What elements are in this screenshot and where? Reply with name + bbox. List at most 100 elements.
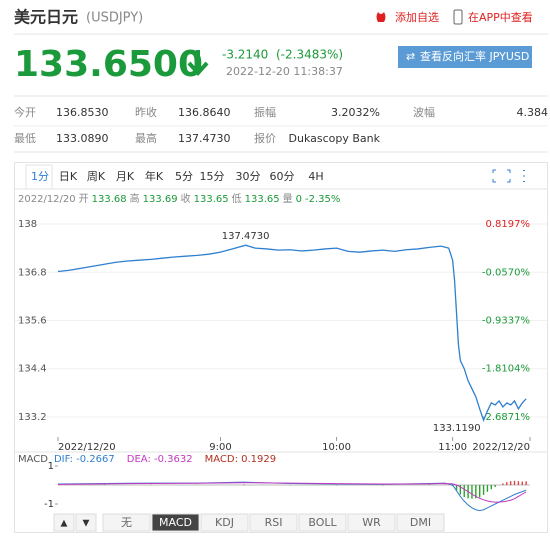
indicator-tab-label[interactable]: MACD [159,516,192,529]
change: -3.2140 [222,48,268,62]
indicator-tab[interactable] [298,513,347,532]
macd-bar [482,485,485,495]
indicator-tab[interactable] [396,513,445,532]
chart-frame [14,162,548,533]
indicator-tab-label[interactable]: DMI [410,516,431,529]
swap-icon: ⇄ [406,50,415,63]
macd-title: MACD [18,454,48,465]
y-tick-label: 133.2 [18,412,47,423]
indicator-tab-label[interactable]: KDJ [215,516,234,529]
stat-label: 今开 [14,105,36,119]
indicator-tab-label[interactable]: 无 [121,516,132,529]
stat-value: Dukascopy Bank [289,132,381,145]
macd-bar [463,485,465,497]
quote-item: 收 [181,192,191,205]
y-tick-label: 138 [18,219,37,230]
macd-bar [509,481,512,485]
annotation: 137.4730 [222,231,270,242]
up-icon: ▲ [61,519,68,529]
period-tab[interactable]: 30分 [236,170,261,183]
y-tick-label: 136.8 [18,267,47,278]
y-tick-label: 134.4 [18,364,47,375]
stat-label: 最低 [14,132,36,145]
quote-item: 低 [232,192,242,205]
indicator-tab[interactable] [249,513,298,532]
legend-entry: DEA: -0.3632 [127,454,193,465]
indicator-tab[interactable] [151,513,200,532]
macd-bar [513,480,516,485]
y2-tick-label: -0.0570% [482,267,530,278]
y2-tick-label: -2.6871% [482,412,530,423]
price-line [57,244,527,423]
y2-tick-label: 0.8197% [486,219,531,230]
indicator-tab-label[interactable]: BOLL [308,516,337,529]
y2-tick-label: -0.9337% [482,315,530,326]
phone-icon [453,9,463,25]
stat-label: 昨收 [135,105,157,119]
quote-item: 开 [79,194,89,205]
indicator-tab[interactable] [347,513,396,532]
change-pct: (-2.3483%) [276,48,343,62]
stat-value: 137.4730 [178,132,231,145]
period-tab[interactable]: 60分 [270,170,295,183]
period-tab[interactable]: 1分 [31,170,49,183]
annotation: 133.1190 [433,423,481,434]
stat-value: 136.8640 [178,106,231,119]
open-app[interactable]: 在APP中查看 [468,10,533,24]
macd-bar [479,485,481,498]
stat-label: 振幅 [254,105,276,119]
stat-value: 3.2032% [331,106,380,119]
macd-bar [471,485,473,499]
x-tick-label: 9:00 [209,442,231,453]
macd-bar [243,484,245,485]
y-tick-label: 135.6 [18,315,47,326]
x-tick-label: 2022/12/20 [472,442,530,453]
legend-entry: DIF: -0.2667 [54,454,115,465]
up-button[interactable] [53,513,75,532]
quote-item: 133.65 [245,194,280,205]
period-tab[interactable]: 15分 [200,170,225,183]
indicator-tab-label[interactable]: RSI [265,516,283,529]
macd-bar [521,481,523,485]
add-watchlist[interactable]: 添加自选 [395,10,439,24]
period-tab[interactable]: 4H [308,170,323,183]
y-tick-label: 1 [48,461,54,472]
reverse-button-label[interactable]: 查看反向汇率 JPYUSD [420,49,529,63]
macd-bar [490,485,493,490]
price: 133.6500 [14,44,203,85]
code: (USDJPY) [86,11,143,26]
stat-value: 136.8530 [56,106,109,119]
y2-tick-label: -1.8104% [482,364,530,375]
down-icon: ▼ [83,519,90,529]
indicator-tab[interactable] [200,513,249,532]
down-arrow [187,50,209,76]
reverse-button[interactable] [398,46,532,68]
period-tab[interactable]: 月K [116,170,135,183]
stat-label: 最高 [135,131,157,145]
quote-item: 2022/12/20 [18,194,76,205]
macd-bar [455,485,458,491]
down-button[interactable] [75,513,97,532]
indicator-tab-label[interactable]: WR [362,516,381,529]
period-tab[interactable]: 年K [145,169,164,183]
stat-label: 报价 [254,131,276,145]
title: 美元日元 [14,8,78,27]
period-tab[interactable]: 5分 [175,170,193,183]
y-tick-label: -1 [44,499,54,510]
macd-bar [494,485,496,487]
period-tab[interactable]: 日K [59,170,78,183]
macd-bar [502,483,504,485]
legend-entry: MACD: 0.1929 [205,454,277,465]
x-tick-label: 10:00 [322,442,351,453]
macd-line [57,482,527,503]
period-tab[interactable]: 周K [87,170,106,183]
quote-item: 量 [283,193,293,205]
quote-item: 133.65 [194,194,229,205]
macd-bar [486,485,489,492]
macd-bar [517,481,520,485]
fullscreen-icon[interactable] [492,169,511,183]
quote-item: 133.69 [143,194,178,205]
indicator-tab[interactable] [102,513,151,532]
macd-bar [475,485,477,499]
